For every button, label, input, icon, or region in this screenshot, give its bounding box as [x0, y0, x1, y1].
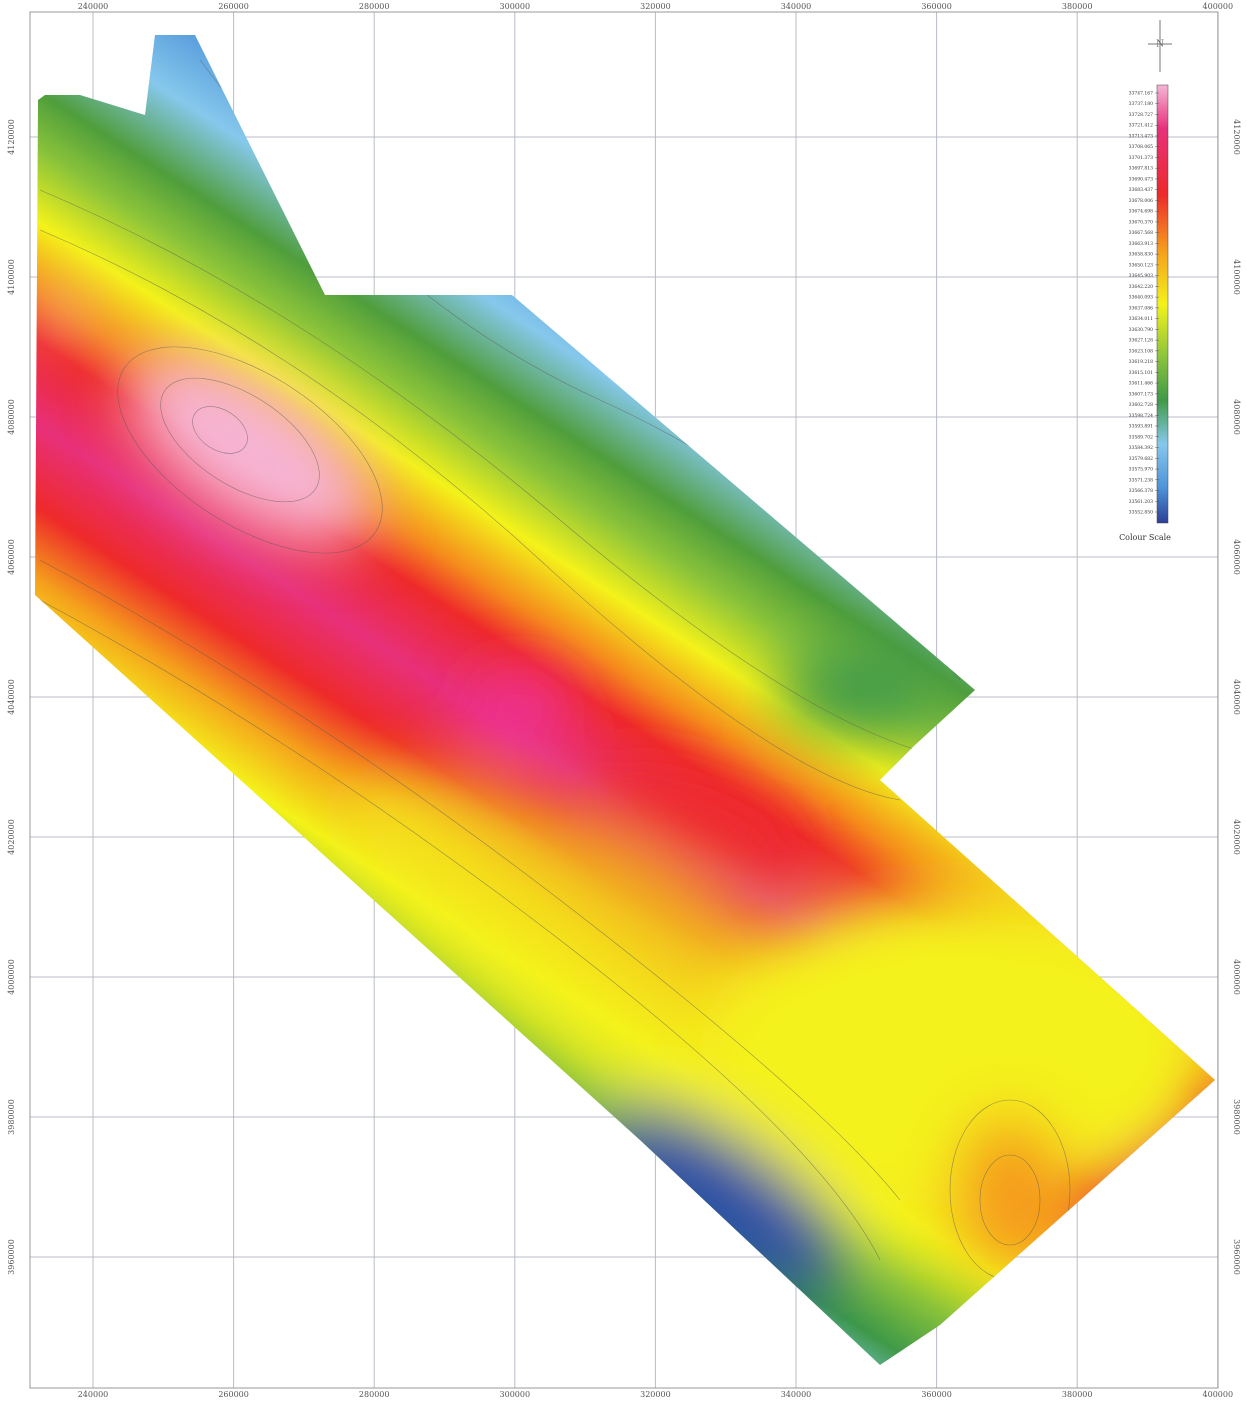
- northing-label: 4060000: [7, 539, 16, 575]
- northing-label: 4080000: [1232, 399, 1241, 435]
- legend-label: 33589.702: [1129, 434, 1153, 440]
- easting-label: 380000: [1062, 2, 1093, 11]
- legend-label: 33697.813: [1129, 166, 1153, 172]
- easting-label: 400000: [1203, 1390, 1234, 1399]
- northing-label: 4100000: [1232, 259, 1241, 295]
- legend-label: 33658.830: [1129, 252, 1153, 258]
- legend-label: 33650.123: [1129, 262, 1153, 268]
- legend-label: 33708.065: [1129, 144, 1153, 150]
- legend-label: 33747.167: [1129, 91, 1153, 97]
- northing-label: 3960000: [7, 1239, 16, 1275]
- northing-label: 4020000: [7, 819, 16, 855]
- easting-label: 320000: [640, 1390, 671, 1399]
- legend-label: 33593.891: [1129, 424, 1153, 430]
- legend-label: 33575.970: [1129, 467, 1153, 473]
- easting-label: 260000: [218, 1390, 249, 1399]
- legend-label: 33640.093: [1129, 295, 1153, 301]
- easting-label: 280000: [359, 2, 390, 11]
- easting-label: 300000: [500, 1390, 531, 1399]
- legend-label: 33634.011: [1129, 316, 1153, 322]
- northing-label: 4000000: [1232, 959, 1241, 995]
- easting-label: 360000: [921, 2, 952, 11]
- northing-label: 3980000: [1232, 1099, 1241, 1135]
- legend-label: 33690.473: [1129, 176, 1153, 182]
- legend-label: 33615.101: [1129, 370, 1153, 376]
- easting-label: 360000: [921, 1390, 952, 1399]
- easting-label: 260000: [218, 2, 249, 11]
- legend-label: 33728.727: [1129, 112, 1153, 118]
- north-label: N: [1156, 40, 1164, 50]
- northing-label: 3960000: [1232, 1239, 1241, 1275]
- legend-label: 33645.903: [1129, 273, 1153, 279]
- legend-label: 33713.473: [1129, 133, 1153, 139]
- legend-title: Colour Scale: [1119, 533, 1171, 542]
- legend-label: 33623.108: [1129, 348, 1153, 354]
- north-arrow: N: [1148, 20, 1172, 72]
- northing-label: 4040000: [7, 679, 16, 715]
- legend-label: 33721.412: [1129, 123, 1153, 129]
- northing-label: 4040000: [1232, 679, 1241, 715]
- easting-label: 400000: [1203, 2, 1234, 11]
- northing-label: 4020000: [1232, 819, 1241, 855]
- northing-label: 4000000: [7, 959, 16, 995]
- legend-label: 33637.086: [1129, 305, 1153, 311]
- northing-label: 4120000: [7, 119, 16, 155]
- legend-label: 33571.238: [1129, 477, 1153, 483]
- legend-label: 33602.728: [1129, 402, 1153, 408]
- legend-label: 33683.437: [1129, 187, 1153, 193]
- page: Colour Scale 33747.167 33737.180 33728.727…: [0, 0, 1247, 1403]
- easting-label: 280000: [359, 1390, 390, 1399]
- easting-label: 340000: [781, 1390, 812, 1399]
- legend-label: 33598.724: [1129, 413, 1153, 419]
- colour-bar: [1157, 85, 1168, 523]
- legend: Colour Scale 33747.167 33737.180 33728.727…: [1119, 85, 1171, 542]
- easting-label: 240000: [78, 1390, 109, 1399]
- legend-label: 33619.218: [1129, 359, 1153, 365]
- legend-label: 33579.682: [1129, 456, 1153, 462]
- legend-label: 33642.220: [1129, 284, 1153, 290]
- legend-label: 33552.850: [1129, 510, 1153, 516]
- easting-label: 320000: [640, 2, 671, 11]
- easting-label: 240000: [78, 2, 109, 11]
- legend-label: 33674.698: [1129, 209, 1153, 215]
- easting-label: 340000: [781, 2, 812, 11]
- legend-label: 33611.466: [1129, 381, 1153, 387]
- legend-label: 33584.392: [1129, 445, 1153, 451]
- legend-label: 33701.373: [1129, 155, 1153, 161]
- easting-label: 300000: [500, 2, 531, 11]
- legend-label: 33737.180: [1129, 101, 1153, 107]
- easting-label: 380000: [1062, 1390, 1093, 1399]
- anomaly-field: [0, 0, 1247, 1403]
- legend-label: 33670.370: [1129, 219, 1153, 225]
- northing-label: 4060000: [1232, 539, 1241, 575]
- legend-label: 33607.173: [1129, 391, 1153, 397]
- northing-label: 4080000: [7, 399, 16, 435]
- legend-label: 33663.913: [1129, 241, 1153, 247]
- legend-label: 33561.203: [1129, 499, 1153, 505]
- legend-label: 33627.128: [1129, 338, 1153, 344]
- northing-label: 4120000: [1232, 119, 1241, 155]
- northing-label: 4100000: [7, 259, 16, 295]
- legend-label: 33566.378: [1129, 488, 1153, 494]
- legend-label: 33678.006: [1129, 198, 1153, 204]
- legend-label: 33667.568: [1129, 230, 1153, 236]
- map-sheet: Colour Scale 33747.167 33737.180 33728.727…: [0, 0, 1247, 1403]
- legend-label: 33630.790: [1129, 327, 1153, 333]
- northing-label: 3980000: [7, 1099, 16, 1135]
